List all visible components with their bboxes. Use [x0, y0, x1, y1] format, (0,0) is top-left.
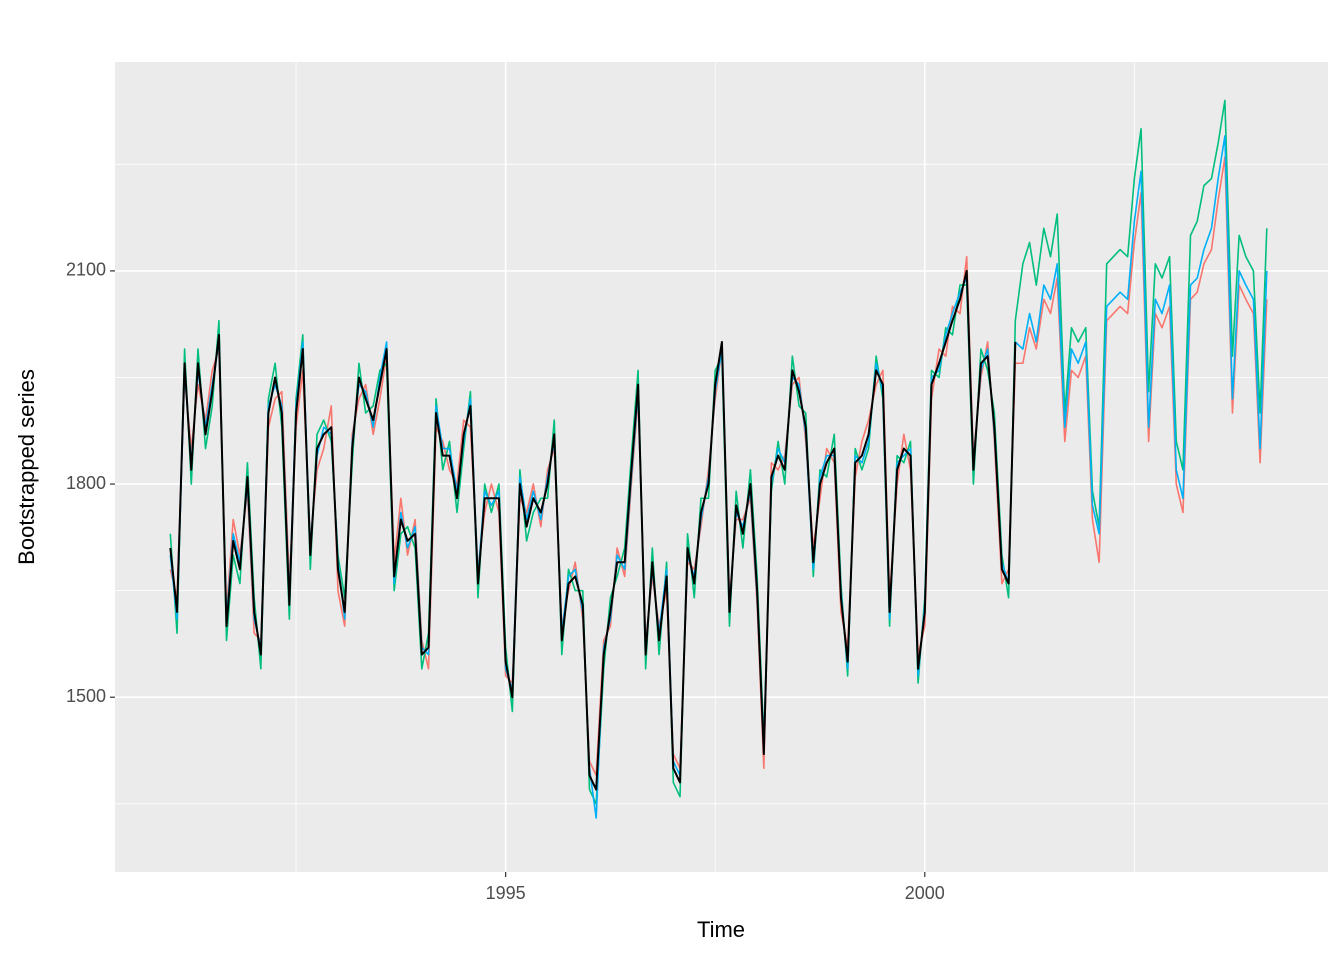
x-tick-label: 1995 [486, 883, 526, 903]
grid [115, 62, 1328, 872]
y-tick-label: 2100 [66, 260, 106, 280]
y-tick-label: 1800 [66, 473, 106, 493]
y-tick-label: 1500 [66, 686, 106, 706]
x-axis-title: Time [697, 917, 745, 942]
tick-labels: 1500 1800 2100 1995 2000 [66, 260, 945, 903]
x-tick-label: 2000 [905, 883, 945, 903]
panel-background [115, 62, 1328, 872]
series-line [169, 269, 1017, 791]
lines [169, 99, 1268, 819]
y-axis-title: Bootstrapped series [14, 369, 39, 565]
